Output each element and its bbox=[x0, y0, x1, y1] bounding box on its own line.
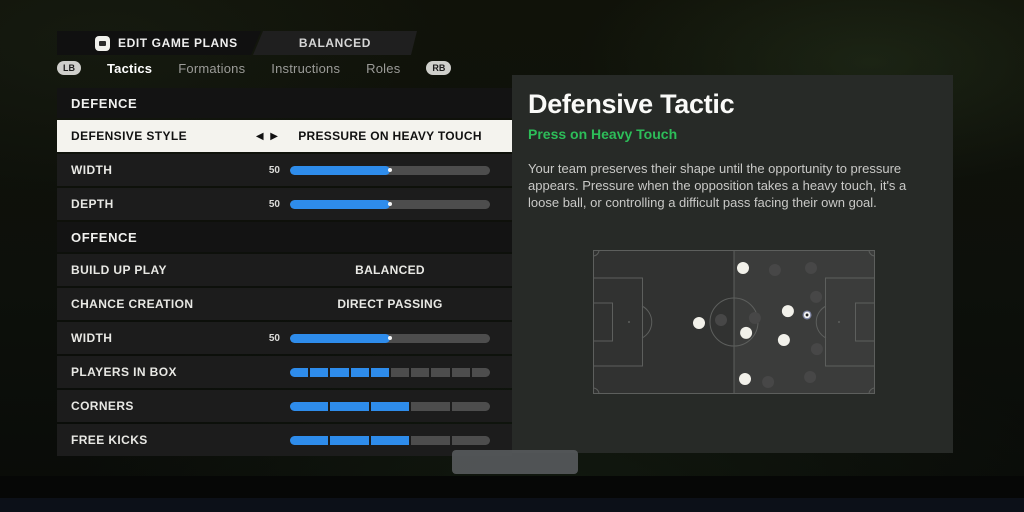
tactic-row-defensive-style[interactable]: DEFENSIVE STYLE ◀ ▶ PRESSURE ON HEAVY TOUC… bbox=[57, 120, 512, 152]
row-label: WIDTH bbox=[71, 163, 113, 177]
opponent-player-dot bbox=[804, 371, 817, 383]
tactic-row-free-kicks[interactable]: FREE KICKS bbox=[57, 424, 512, 456]
plan-name-tab[interactable]: BALANCED bbox=[253, 31, 417, 55]
segment-slider[interactable] bbox=[290, 435, 491, 445]
pitch-left-half bbox=[593, 250, 734, 394]
row-label: WIDTH bbox=[71, 331, 113, 345]
edit-game-plans-title: EDIT GAME PLANS bbox=[118, 36, 238, 50]
row-label: BUILD UP PLAY bbox=[71, 263, 167, 277]
section-header-offence: OFFENCE bbox=[57, 222, 512, 252]
background-dark-strip bbox=[0, 476, 1024, 498]
team-player-dot bbox=[737, 262, 749, 274]
row-label: DEPTH bbox=[71, 197, 114, 211]
opponent-player-dot bbox=[805, 262, 817, 274]
slider-track[interactable] bbox=[290, 333, 490, 343]
tactics-settings-panel: DEFENCE DEFENSIVE STYLE ◀ ▶ PRESSURE ON HEA… bbox=[57, 88, 512, 458]
plan-name-label: BALANCED bbox=[298, 36, 372, 50]
tactic-row-players-in-box[interactable]: PLAYERS IN BOX bbox=[57, 356, 512, 388]
tactic-row-width[interactable]: WIDTH 50 bbox=[57, 322, 512, 354]
slider-track[interactable] bbox=[290, 165, 490, 175]
detail-subtitle: Press on Heavy Touch bbox=[528, 126, 678, 142]
tactic-row-depth[interactable]: DEPTH 50 bbox=[57, 188, 512, 220]
tab-bar: LB Tactics Formations Instructions Roles RB bbox=[57, 58, 452, 78]
row-label: DEFENSIVE STYLE bbox=[71, 129, 188, 143]
opponent-player-dot bbox=[810, 290, 823, 303]
right-penalty-spot bbox=[838, 321, 840, 323]
tab-roles[interactable]: Roles bbox=[366, 60, 401, 76]
row-value: DIRECT PASSING bbox=[337, 297, 443, 311]
row-label: CHANCE CREATION bbox=[71, 297, 194, 311]
opponent-player-dot bbox=[768, 264, 781, 276]
slider-track[interactable] bbox=[290, 199, 490, 209]
tactic-row-width[interactable]: WIDTH 50 bbox=[57, 154, 512, 186]
team-player-dot bbox=[777, 334, 790, 346]
segment-slider[interactable] bbox=[290, 401, 491, 411]
tab-tactics[interactable]: Tactics bbox=[107, 60, 153, 76]
team-player-dot bbox=[693, 317, 705, 329]
team-player-dot bbox=[739, 373, 751, 385]
hint-box bbox=[452, 450, 578, 474]
row-value: BALANCED bbox=[355, 263, 425, 277]
tab-formations[interactable]: Formations bbox=[178, 60, 246, 76]
tactic-row-build-up-play[interactable]: BUILD UP PLAY BALANCED bbox=[57, 254, 512, 286]
rb-bumper-icon[interactable]: RB bbox=[426, 61, 452, 75]
row-label: FREE KICKS bbox=[71, 433, 148, 447]
slider-value: 50 bbox=[268, 164, 280, 176]
pitch-diagram bbox=[593, 250, 875, 394]
tactic-detail-panel: Defensive Tactic Press on Heavy Touch Yo… bbox=[512, 75, 953, 453]
slider-value: 50 bbox=[268, 198, 280, 210]
tactic-row-chance-creation[interactable]: CHANCE CREATION DIRECT PASSING bbox=[57, 288, 512, 320]
edit-game-plans-tab[interactable]: EDIT GAME PLANS bbox=[57, 31, 261, 55]
team-player-dot bbox=[781, 305, 794, 318]
plan-header: EDIT GAME PLANS BALANCED bbox=[57, 31, 417, 55]
section-header-defence: DEFENCE bbox=[57, 88, 512, 118]
opponent-player-dot bbox=[748, 312, 761, 324]
background-bottom-strip bbox=[0, 498, 1024, 512]
slider-value: 50 bbox=[268, 332, 280, 344]
opponent-player-dot bbox=[715, 314, 727, 326]
detail-description: Your team preserves their shape until th… bbox=[528, 161, 907, 210]
opponent-player-dot bbox=[810, 343, 823, 356]
opponent-player-dot bbox=[762, 376, 775, 388]
row-value: PRESSURE ON HEAVY TOUCH bbox=[298, 129, 482, 143]
row-label: PLAYERS IN BOX bbox=[71, 365, 177, 379]
lb-bumper-icon[interactable]: LB bbox=[57, 61, 81, 75]
choice-arrows-icon[interactable]: ◀ ▶ bbox=[255, 130, 280, 142]
team-player-dot bbox=[740, 326, 753, 339]
left-penalty-spot bbox=[628, 321, 630, 323]
game-plans-icon bbox=[95, 36, 110, 51]
pitch-lines bbox=[593, 250, 875, 394]
tactic-row-corners[interactable]: CORNERS bbox=[57, 390, 512, 422]
detail-title: Defensive Tactic bbox=[528, 89, 735, 119]
ball-pattern bbox=[805, 313, 809, 317]
tab-instructions[interactable]: Instructions bbox=[271, 60, 341, 76]
row-label: CORNERS bbox=[71, 399, 134, 413]
segment-slider[interactable] bbox=[290, 367, 491, 377]
tabs-container: Tactics Formations Instructions Roles bbox=[107, 61, 400, 76]
